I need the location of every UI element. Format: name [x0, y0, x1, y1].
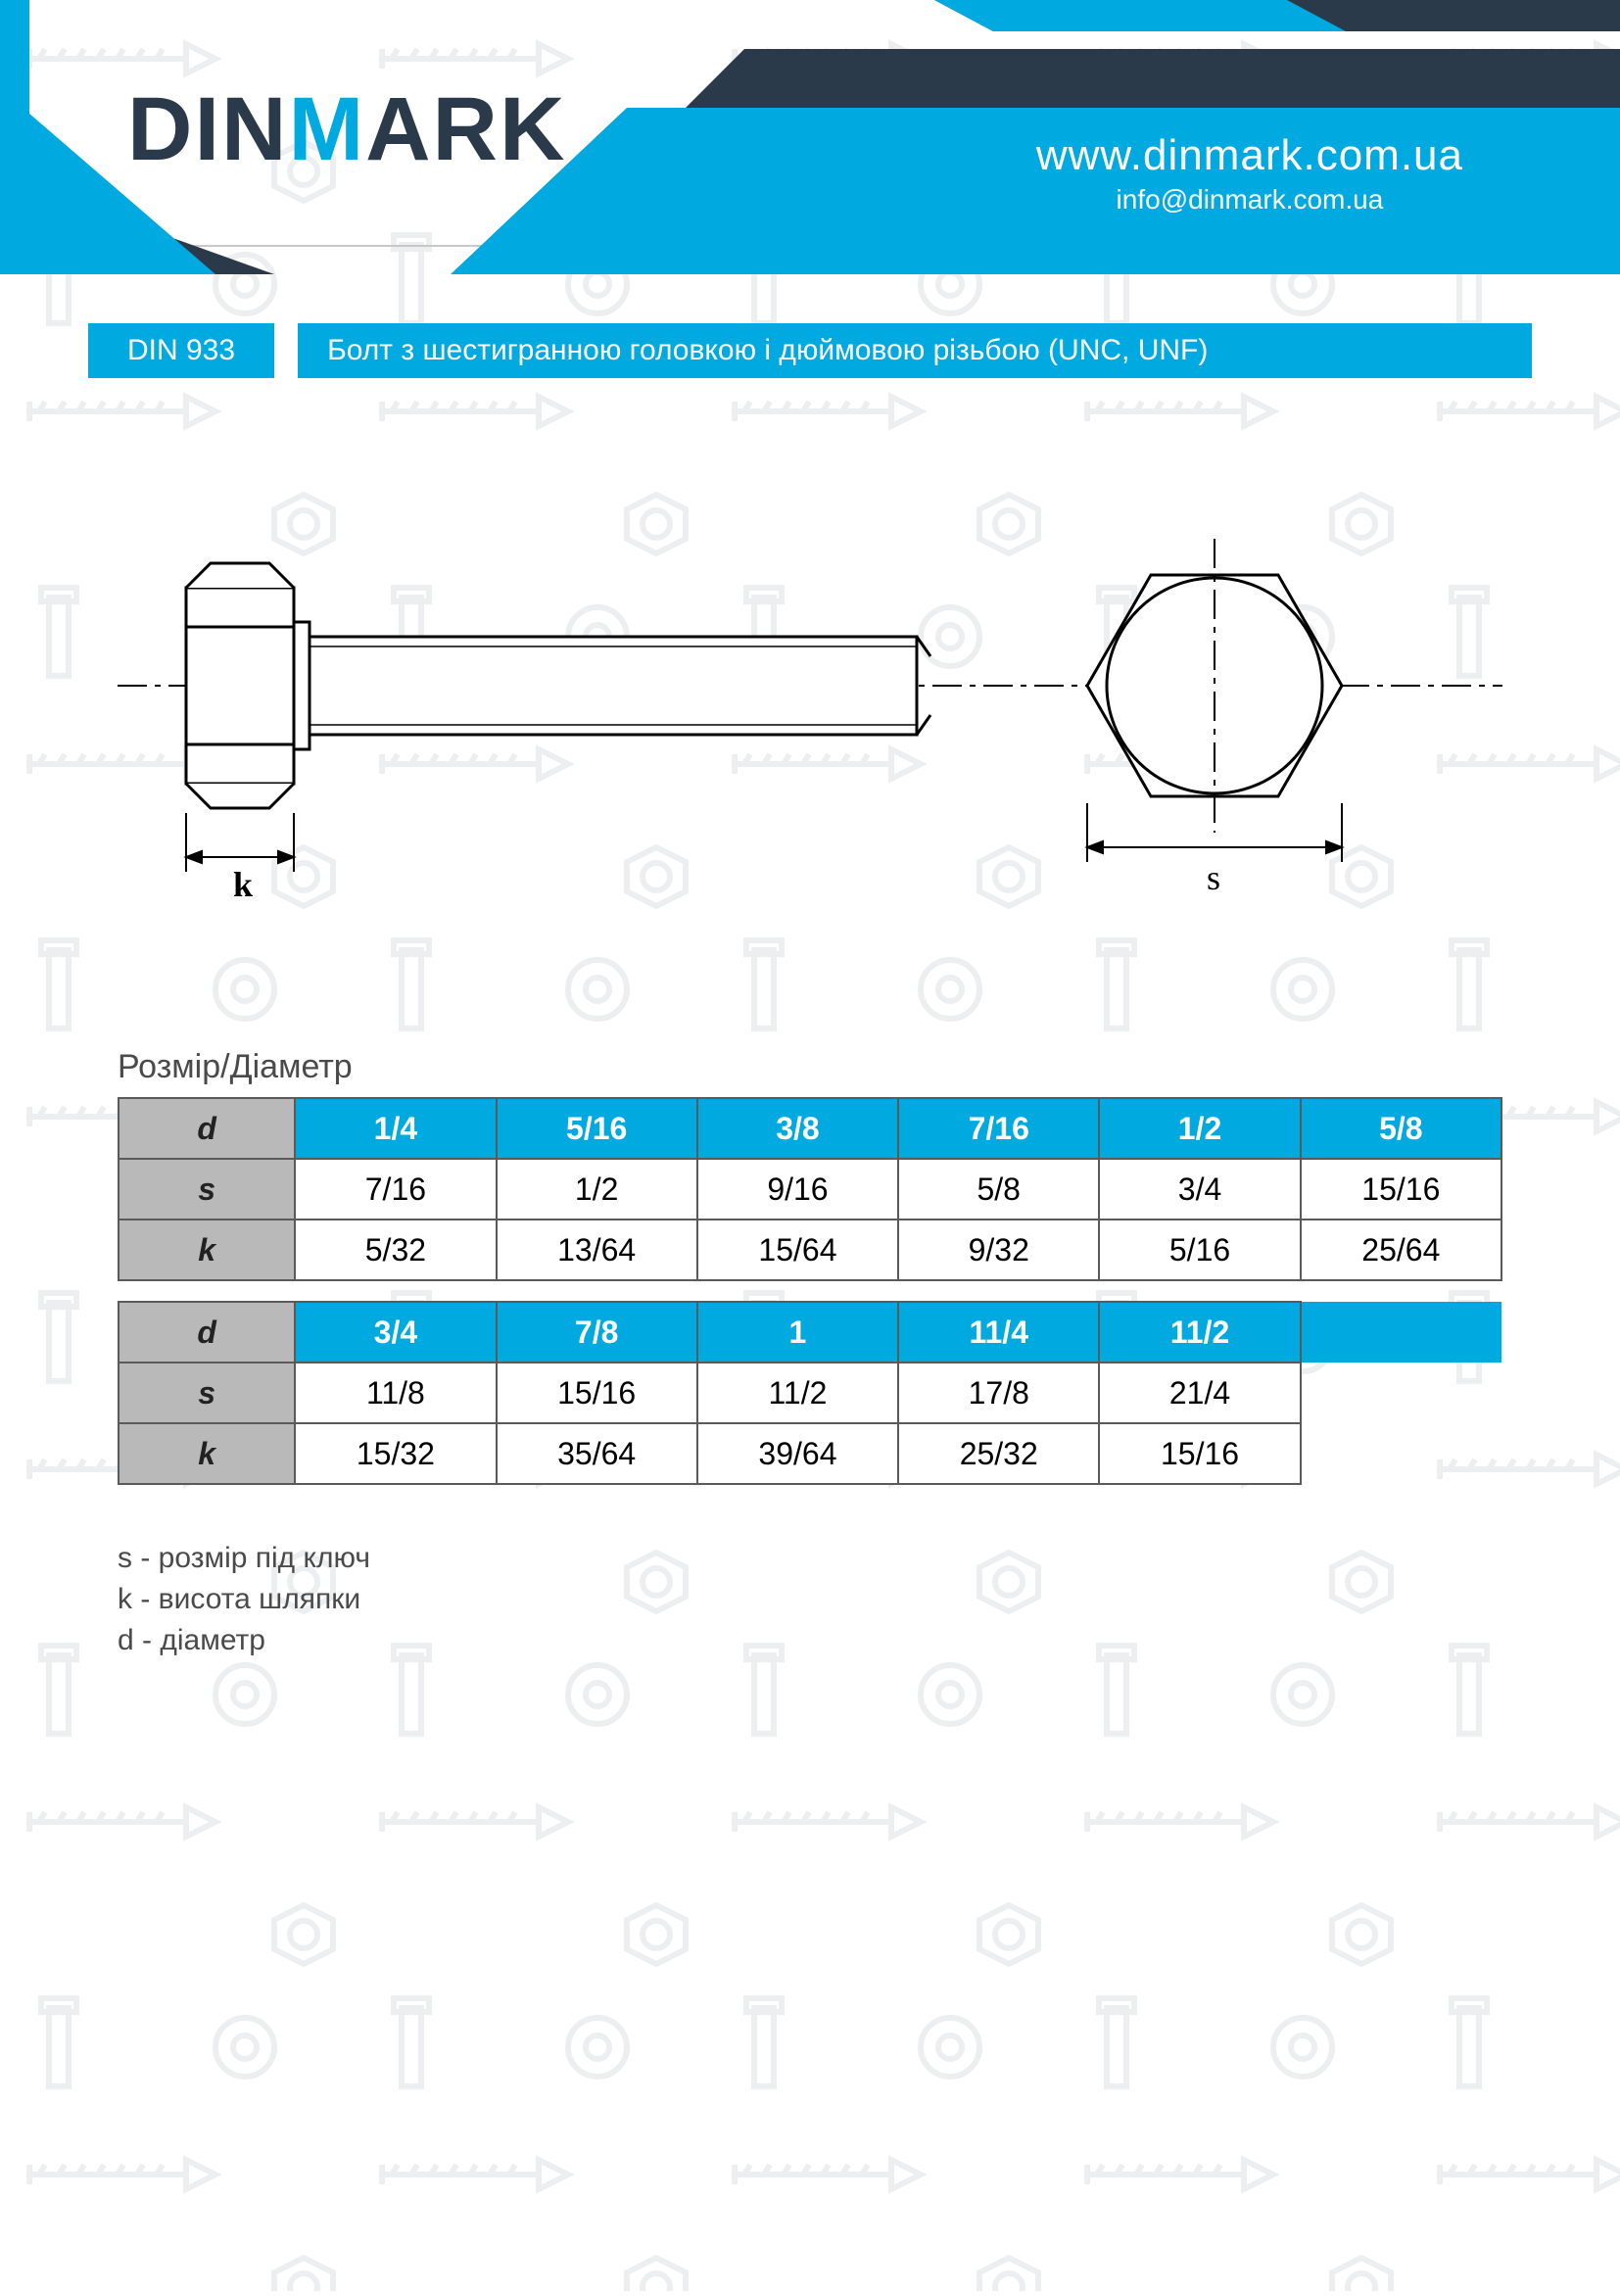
table-cell: 3/4 — [295, 1302, 496, 1363]
table-cell-blank — [1301, 1363, 1501, 1423]
table-row: k 5/32 13/64 15/64 9/32 5/16 25/64 — [119, 1220, 1501, 1280]
table-cell: 3/8 — [697, 1098, 898, 1159]
footer: www.dinmark.com.ua info@dinmark.com.ua — [0, 49, 1620, 274]
footer-url: www.dinmark.com.ua — [1036, 131, 1463, 180]
table-cell: 1/2 — [1099, 1098, 1300, 1159]
row-label: k — [119, 1423, 295, 1484]
table-cell: 11/2 — [1099, 1302, 1300, 1363]
table-cell: 13/64 — [497, 1220, 697, 1280]
table-cell: 25/32 — [898, 1423, 1099, 1484]
accent-triangles-top — [934, 0, 1620, 31]
table-cell: 39/64 — [697, 1423, 898, 1484]
table-cell: 15/16 — [1099, 1423, 1300, 1484]
standard-badge: DIN 933 — [88, 323, 274, 378]
table-cell: 7/8 — [497, 1302, 697, 1363]
row-label: d — [119, 1098, 295, 1159]
table-cell: 9/32 — [898, 1220, 1099, 1280]
title-row: DIN 933 Болт з шестигранною головкою і д… — [88, 323, 1532, 378]
table-cell: 7/16 — [898, 1098, 1099, 1159]
table-row: d 3/4 7/8 1 11/4 11/2 — [119, 1302, 1501, 1363]
table-cell: 5/8 — [898, 1159, 1099, 1220]
table-row: k 15/32 35/64 39/64 25/32 15/16 — [119, 1423, 1501, 1484]
row-label: s — [119, 1159, 295, 1220]
table-row: s 11/8 15/16 11/2 17/8 21/4 — [119, 1363, 1501, 1423]
table-cell: 21/4 — [1099, 1363, 1300, 1423]
table-row: s 7/16 1/2 9/16 5/8 3/4 15/16 — [119, 1159, 1501, 1220]
table-cell: 15/32 — [295, 1423, 496, 1484]
dimension-tables: d 1/4 5/16 3/8 7/16 1/2 5/8 s 7/16 1/2 9… — [118, 1097, 1502, 1485]
row-label: s — [119, 1363, 295, 1423]
table-cell: 35/64 — [497, 1423, 697, 1484]
legend-line: d - діаметр — [118, 1620, 370, 1661]
table-cell: 1 — [697, 1302, 898, 1363]
table-cell: 25/64 — [1301, 1220, 1501, 1280]
table-cell: 9/16 — [697, 1159, 898, 1220]
table-cell: 3/4 — [1099, 1159, 1300, 1220]
table-cell-blank — [1301, 1423, 1501, 1484]
technical-drawing: k s — [118, 509, 1502, 921]
product-description: Болт з шестигранною головкою і дюймовою … — [298, 323, 1532, 378]
table-cell: 15/16 — [497, 1363, 697, 1423]
table-heading: Розмір/Діаметр — [118, 1048, 353, 1086]
table-cell: 17/8 — [898, 1363, 1099, 1423]
row-label: k — [119, 1220, 295, 1280]
k-dimension-label: k — [233, 865, 253, 904]
table-cell: 11/2 — [697, 1363, 898, 1423]
table-row: d 1/4 5/16 3/8 7/16 1/2 5/8 — [119, 1098, 1501, 1159]
table-cell: 1/4 — [295, 1098, 496, 1159]
table-cell: 11/8 — [295, 1363, 496, 1423]
row-label: d — [119, 1302, 295, 1363]
table-cell: 5/16 — [1099, 1220, 1300, 1280]
legend-line: s - розмір під ключ — [118, 1538, 370, 1579]
table-cell: 7/16 — [295, 1159, 496, 1220]
legend: s - розмір під ключ k - висота шляпки d … — [118, 1538, 370, 1661]
legend-line: k - висота шляпки — [118, 1579, 370, 1620]
table-cell-blank — [1301, 1302, 1501, 1363]
dimension-table-2: d 3/4 7/8 1 11/4 11/2 s 11/8 15/16 11/2 … — [118, 1301, 1502, 1485]
table-cell: 15/16 — [1301, 1159, 1501, 1220]
table-cell: 5/8 — [1301, 1098, 1501, 1159]
table-cell: 1/2 — [497, 1159, 697, 1220]
table-cell: 5/32 — [295, 1220, 496, 1280]
table-cell: 5/16 — [497, 1098, 697, 1159]
table-cell: 15/64 — [697, 1220, 898, 1280]
footer-email: info@dinmark.com.ua — [1036, 184, 1463, 215]
table-cell: 11/4 — [898, 1302, 1099, 1363]
footer-text: www.dinmark.com.ua info@dinmark.com.ua — [1036, 131, 1463, 215]
dimension-table-1: d 1/4 5/16 3/8 7/16 1/2 5/8 s 7/16 1/2 9… — [118, 1097, 1502, 1281]
s-dimension-label: s — [1207, 858, 1220, 897]
